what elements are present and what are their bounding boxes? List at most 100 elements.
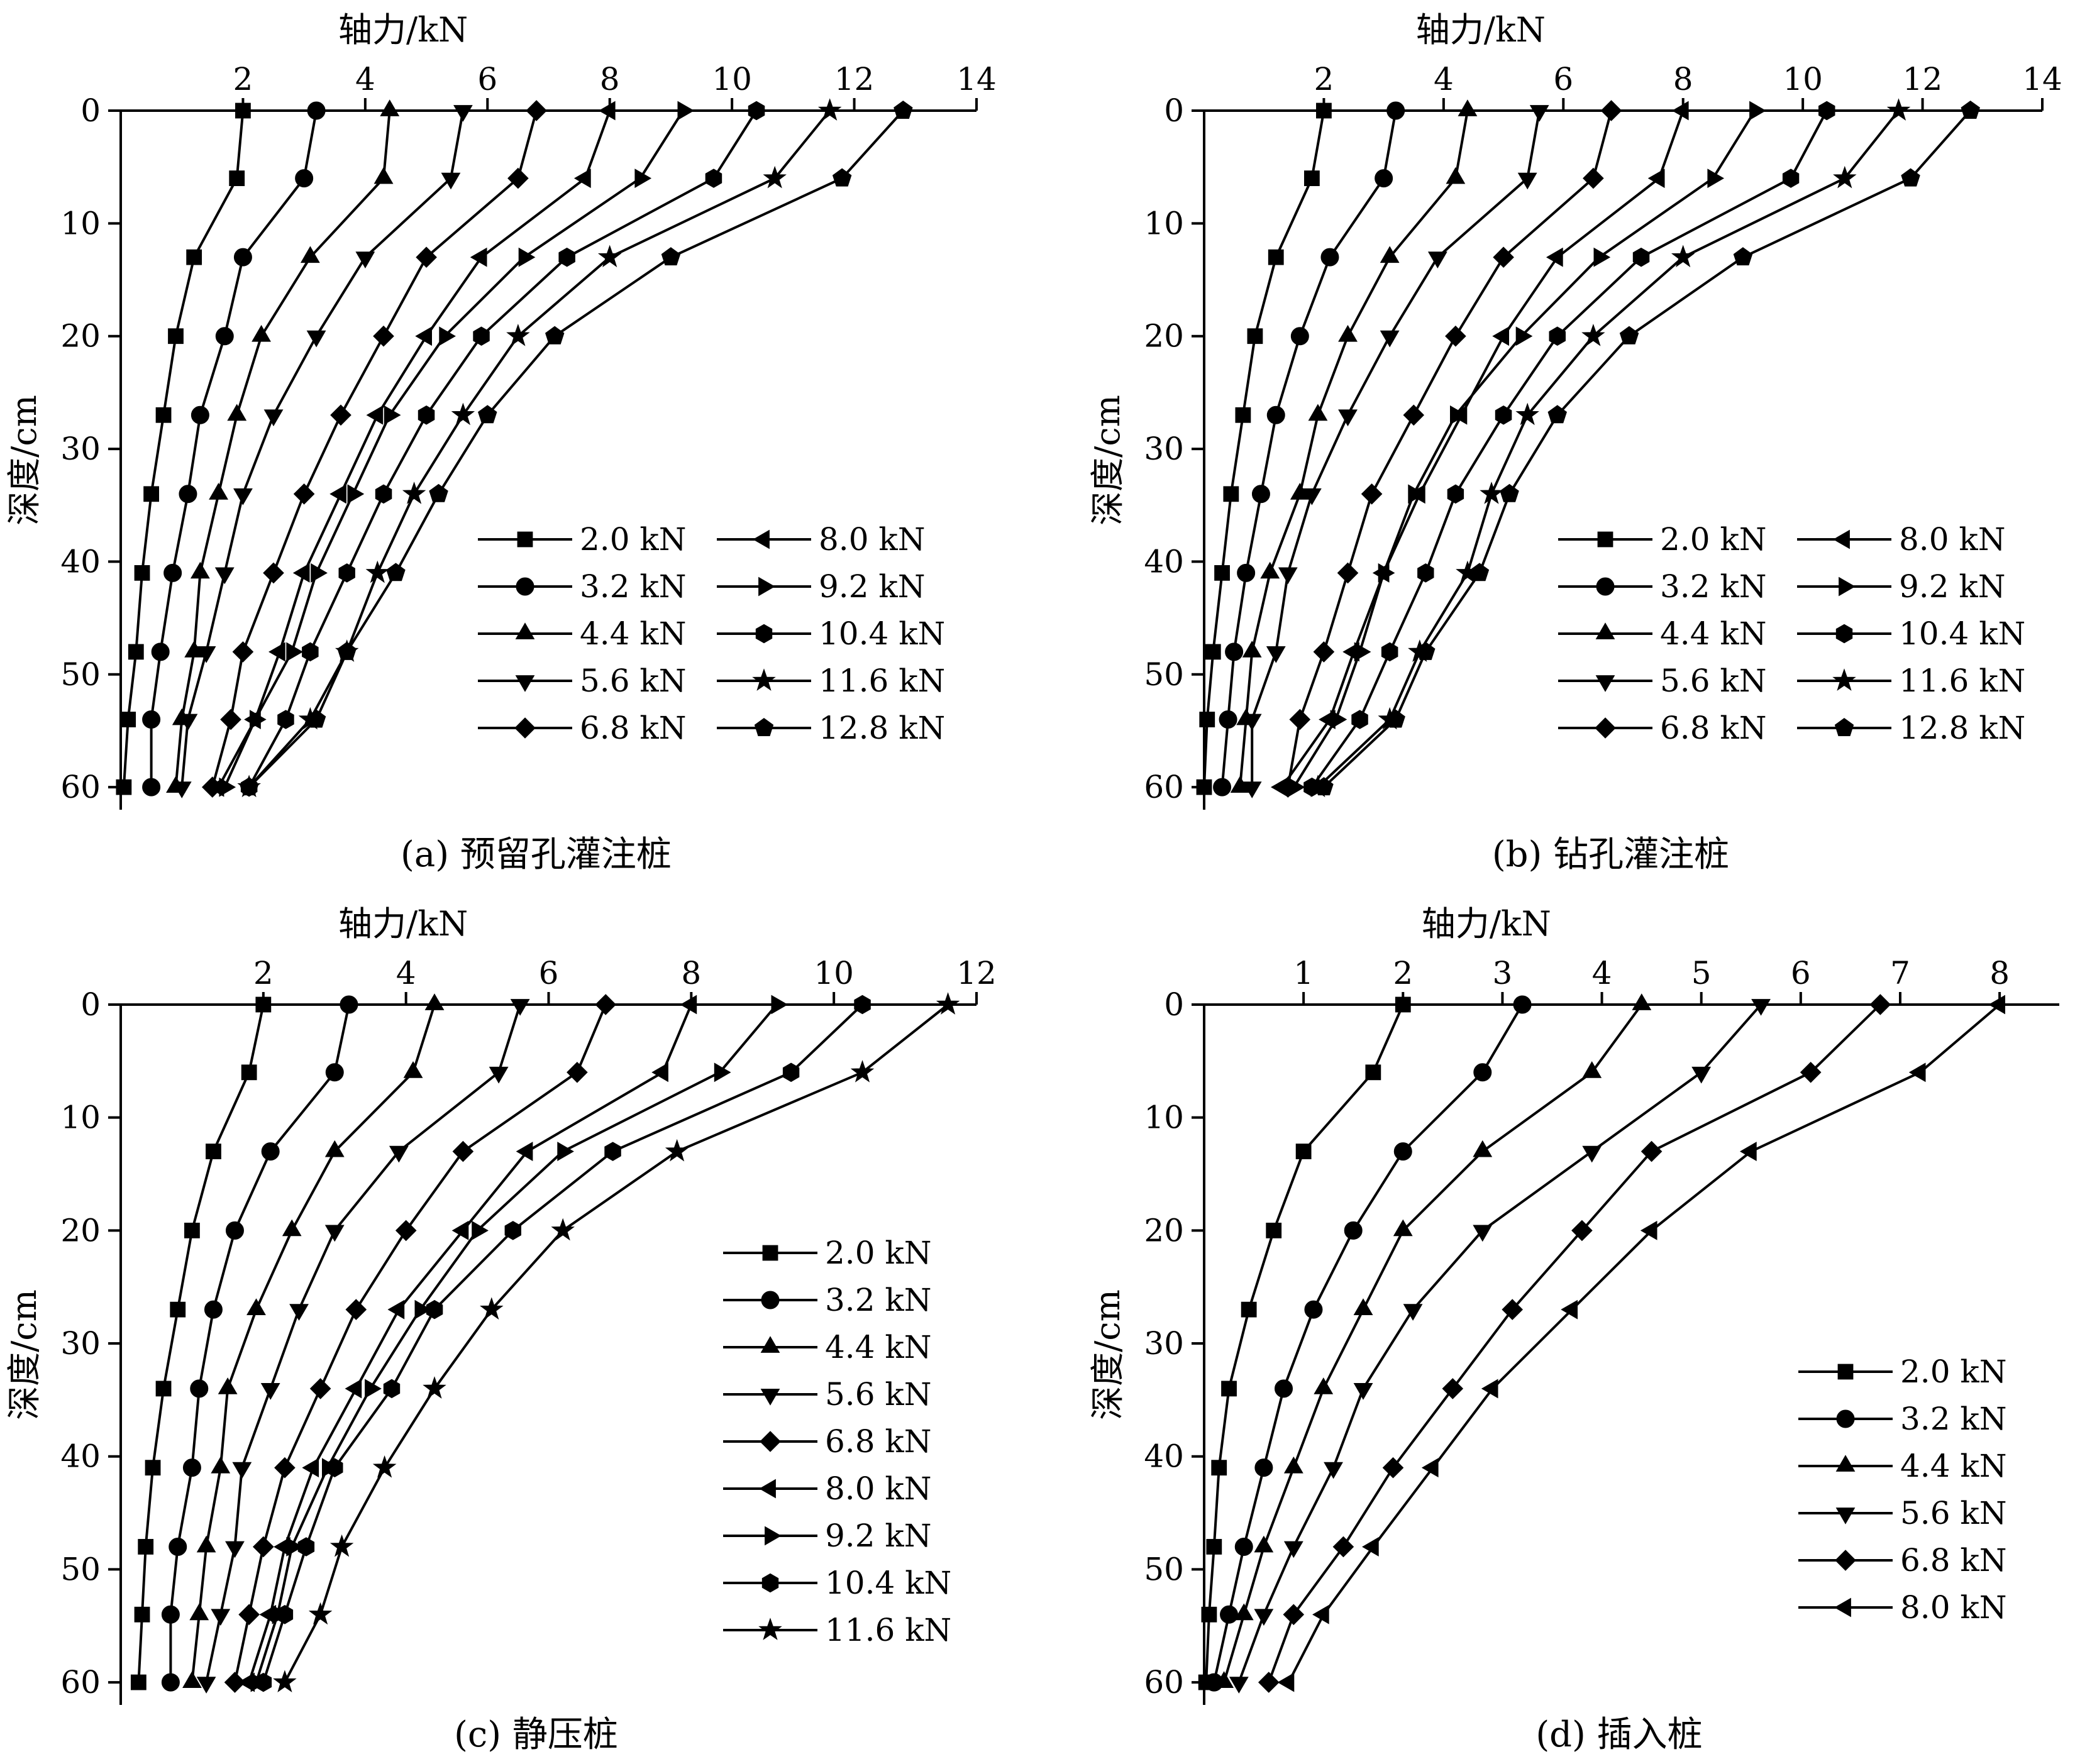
data-point — [415, 326, 432, 346]
series-9.2-kN — [1288, 101, 1766, 797]
data-point — [1308, 404, 1328, 421]
data-point — [1375, 169, 1393, 188]
data-point — [1247, 328, 1263, 345]
data-point — [189, 1603, 209, 1621]
data-point — [169, 1537, 187, 1556]
series-8.0-kN — [238, 995, 697, 1692]
data-point — [274, 1457, 296, 1479]
series-line — [205, 1004, 522, 1683]
series-2.0-kN — [1198, 996, 1411, 1690]
legend-item: 12.8 kN — [717, 710, 945, 746]
series-line — [248, 109, 831, 788]
data-point — [1582, 1145, 1602, 1163]
data-point — [1632, 993, 1652, 1010]
data-point — [1381, 642, 1398, 662]
x-tick-label: 10 — [712, 61, 752, 97]
data-point — [1214, 1671, 1234, 1688]
series-12.8-kN — [1314, 100, 1980, 796]
data-point — [1278, 567, 1298, 585]
data-point — [1749, 101, 1766, 121]
data-point — [1473, 1140, 1493, 1157]
series-8.0-kN — [1277, 995, 2005, 1692]
x-tick-label: 7 — [1890, 955, 1910, 991]
panel-caption: (b) 钻孔灌注桩 — [1492, 834, 1729, 875]
data-point — [255, 1672, 272, 1692]
data-point — [1312, 1604, 1329, 1624]
data-point — [1458, 99, 1478, 116]
data-point — [1492, 326, 1509, 346]
data-point — [172, 781, 192, 798]
series-11.6-kN — [273, 992, 960, 1693]
legend-label: 9.2 kN — [819, 568, 925, 605]
x-axis-title: 轴力/kN — [338, 904, 468, 944]
y-tick-label: 30 — [1144, 431, 1184, 467]
legend-marker — [1833, 529, 1850, 549]
data-point — [1223, 486, 1239, 502]
data-point — [395, 1220, 417, 1242]
data-point — [134, 565, 150, 581]
legend-marker — [515, 622, 535, 639]
data-point — [604, 1142, 621, 1161]
data-point — [1206, 1539, 1222, 1555]
x-tick-label: 2 — [1393, 955, 1413, 991]
data-point — [1417, 563, 1434, 583]
legend-label: 2.0 kN — [1660, 521, 1766, 558]
data-point — [424, 993, 445, 1010]
data-point — [1361, 483, 1383, 505]
data-point — [451, 1220, 469, 1240]
y-axis-title: 深度/cm — [4, 395, 44, 526]
y-tick-label: 60 — [60, 1664, 101, 1701]
y-tick-label: 30 — [60, 1325, 101, 1362]
data-point — [239, 777, 259, 796]
legend-label: 5.6 kN — [825, 1376, 931, 1413]
series-line — [1267, 1003, 1881, 1683]
data-point — [261, 1142, 280, 1161]
series-5.6-kN — [1242, 105, 1549, 798]
data-point — [355, 251, 375, 268]
data-point — [186, 249, 202, 265]
data-point — [206, 1144, 221, 1159]
data-point — [1640, 1220, 1657, 1240]
data-point — [574, 168, 591, 189]
series-line — [169, 1004, 350, 1683]
data-point — [1469, 563, 1490, 582]
data-point — [268, 642, 285, 662]
data-point — [1201, 1606, 1217, 1623]
y-tick-label: 30 — [1144, 1325, 1184, 1362]
data-point — [1583, 167, 1604, 189]
data-point — [373, 325, 394, 347]
legend-marker — [761, 1291, 780, 1309]
data-point — [1271, 777, 1288, 797]
data-point — [168, 328, 184, 345]
x-axis-title: 轴力/kN — [1422, 904, 1551, 944]
data-point — [634, 168, 652, 189]
legend-item: 4.4 kN — [478, 615, 686, 652]
legend-item: 8.0 kN — [723, 1470, 931, 1507]
legend-marker — [1596, 577, 1615, 596]
data-point — [507, 167, 529, 189]
data-point — [1241, 1301, 1257, 1318]
data-point — [218, 1377, 238, 1394]
x-tick-label: 6 — [1791, 955, 1811, 991]
series-line — [248, 109, 904, 788]
data-point — [184, 1222, 200, 1238]
data-point — [338, 563, 355, 583]
data-point — [345, 1379, 362, 1399]
legend-marker — [759, 1479, 776, 1499]
data-point — [1403, 1304, 1423, 1321]
data-point — [480, 1297, 504, 1320]
data-point — [337, 641, 357, 660]
data-point — [161, 1605, 180, 1624]
series-line — [1287, 1003, 2001, 1684]
legend-label: 9.2 kN — [1899, 568, 2005, 605]
data-point — [182, 1671, 202, 1688]
data-point — [489, 1066, 509, 1084]
y-tick-label: 20 — [60, 318, 101, 355]
data-point — [143, 486, 160, 502]
data-point — [1242, 781, 1262, 798]
data-point — [387, 1299, 405, 1320]
data-point — [329, 1534, 354, 1557]
series-5.6-kN — [1229, 999, 1771, 1694]
legend-label: 5.6 kN — [1660, 663, 1766, 699]
y-tick-label: 50 — [60, 1551, 101, 1587]
